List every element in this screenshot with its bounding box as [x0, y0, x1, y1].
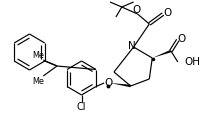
Text: O: O	[178, 34, 186, 44]
Polygon shape	[152, 50, 171, 58]
Text: OH: OH	[185, 57, 201, 67]
Polygon shape	[110, 83, 131, 87]
Text: O: O	[163, 8, 171, 18]
Text: O: O	[132, 5, 141, 15]
Text: Me: Me	[32, 77, 44, 86]
Text: Me: Me	[32, 51, 44, 61]
Text: O: O	[104, 78, 112, 88]
Text: Cl: Cl	[77, 102, 86, 112]
Text: N: N	[128, 41, 135, 51]
